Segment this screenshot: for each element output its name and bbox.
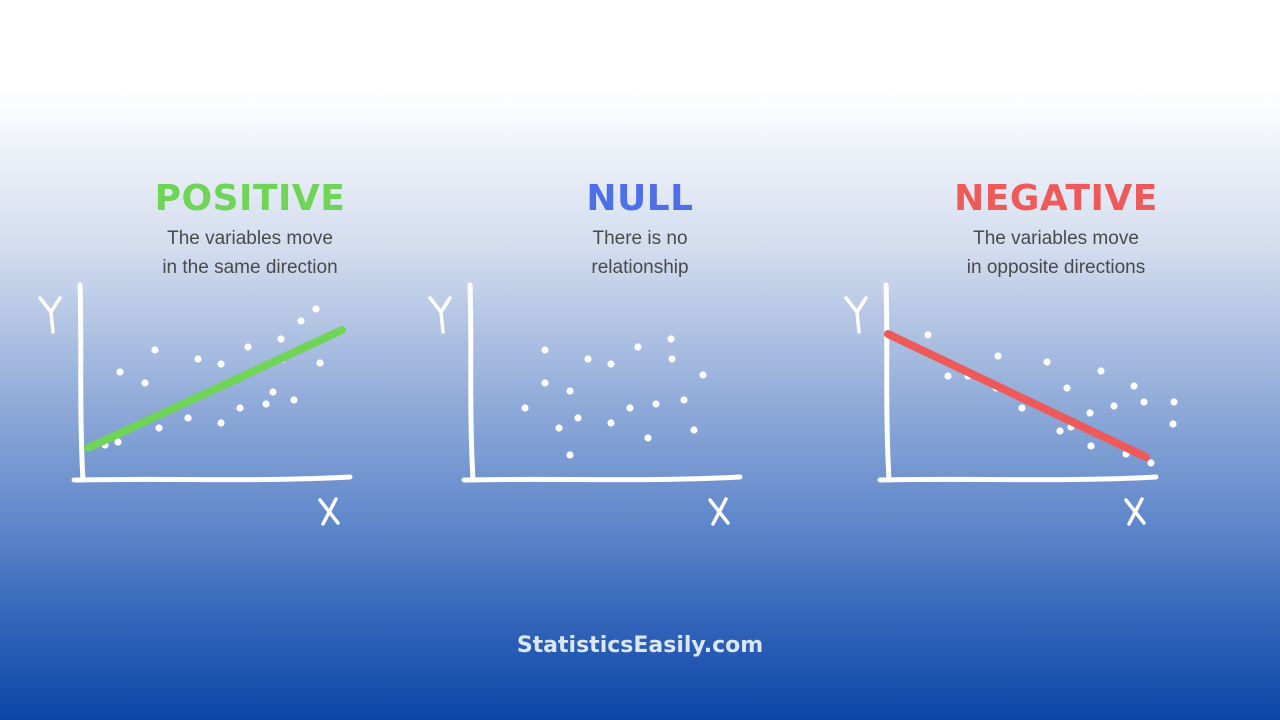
scatter-point: [1043, 358, 1051, 366]
scatter-point: [667, 335, 675, 343]
description-line: The variables move: [973, 228, 1139, 249]
y-axis-line: [883, 282, 892, 483]
scatter-point: [1018, 404, 1026, 412]
scatter-point: [607, 360, 615, 368]
scatter-point: [236, 404, 244, 412]
scatter-point: [194, 355, 202, 363]
scatter-point: [141, 379, 149, 387]
scatter-point: [244, 343, 252, 351]
scatter-point: [1140, 398, 1148, 406]
footer-brand: StatisticsEasily.com: [516, 633, 764, 658]
scatter-point: [114, 438, 122, 446]
scatter-point: [184, 414, 192, 422]
scatter-point: [1097, 367, 1105, 375]
x-axis-letter: [318, 497, 340, 526]
panel-title: NULL: [586, 178, 694, 219]
scatter-point: [1170, 398, 1178, 406]
scatter-point: [262, 400, 270, 408]
scatter-point: [1056, 427, 1064, 435]
scatter-point: [668, 355, 676, 363]
trend-line: [84, 326, 346, 452]
scatter-point: [574, 414, 582, 422]
scatter-point: [155, 424, 163, 432]
scatter-point: [680, 396, 688, 404]
scatter-plot-positive: [38, 282, 353, 526]
scatter-point: [634, 343, 642, 351]
scatter-point: [566, 387, 574, 395]
scatter-point: [584, 355, 592, 363]
scatter-plot-negative: [844, 282, 1178, 526]
scatter-point: [690, 426, 698, 434]
scatter-point: [924, 331, 932, 339]
scatter-point: [566, 451, 574, 459]
panel-positive: POSITIVE The variables move in the same …: [38, 0, 450, 720]
y-axis-letter: [428, 296, 452, 334]
scatter-point: [1147, 459, 1155, 467]
scatter-point: [541, 379, 549, 387]
scatter-point: [626, 404, 634, 412]
scatter-point: [555, 424, 563, 432]
scatter-point: [944, 372, 952, 380]
panel-description: The variables move in the same direction: [50, 224, 450, 282]
scatter-point: [1087, 442, 1095, 450]
x-axis-line: [71, 474, 353, 483]
y-axis-line: [467, 282, 476, 483]
panel-description: There is no relationship: [440, 224, 840, 282]
scatter-point: [1086, 409, 1094, 417]
scatter-point: [1130, 382, 1138, 390]
scatter-point: [312, 305, 320, 313]
scatter-plot-null: [428, 282, 743, 526]
scatter-point: [1169, 420, 1177, 428]
description-line: There is no: [592, 228, 688, 249]
x-axis-line: [877, 474, 1159, 483]
scatter-point: [607, 419, 615, 427]
scatter-point: [1110, 402, 1118, 410]
panel-negative: NEGATIVE The variables move in opposite …: [844, 0, 1256, 720]
scatter-point: [217, 360, 225, 368]
panel-title: NEGATIVE: [954, 178, 1158, 219]
x-axis-letter: [708, 497, 730, 526]
scatter-point: [290, 396, 298, 404]
scatter-point: [1063, 384, 1071, 392]
scatter-point: [316, 359, 324, 367]
y-axis-line: [77, 282, 86, 483]
scatter-point: [644, 434, 652, 442]
scatter-point: [541, 346, 549, 354]
description-line: in opposite directions: [966, 257, 1146, 278]
scatter-point: [151, 346, 159, 354]
panel-title: POSITIVE: [154, 178, 346, 219]
scatter-point: [994, 352, 1002, 360]
scatter-point: [297, 317, 305, 325]
panel-description: The variables move in opposite direction…: [856, 224, 1256, 282]
description-line: in the same direction: [162, 257, 338, 278]
scatter-point: [217, 419, 225, 427]
x-axis-letter: [1124, 497, 1146, 526]
x-axis-line: [461, 474, 743, 483]
scatter-point: [521, 404, 529, 412]
scatter-point: [269, 388, 277, 396]
scatter-point: [116, 368, 124, 376]
scatter-point: [277, 335, 285, 343]
scatter-point: [652, 400, 660, 408]
trend-line: [884, 330, 1150, 461]
y-axis-letter: [38, 296, 62, 334]
y-axis-letter: [844, 296, 868, 334]
scatter-point: [699, 371, 707, 379]
description-line: The variables move: [167, 228, 333, 249]
description-line: relationship: [591, 257, 689, 278]
panel-null: NULL There is no relationship: [428, 0, 840, 720]
